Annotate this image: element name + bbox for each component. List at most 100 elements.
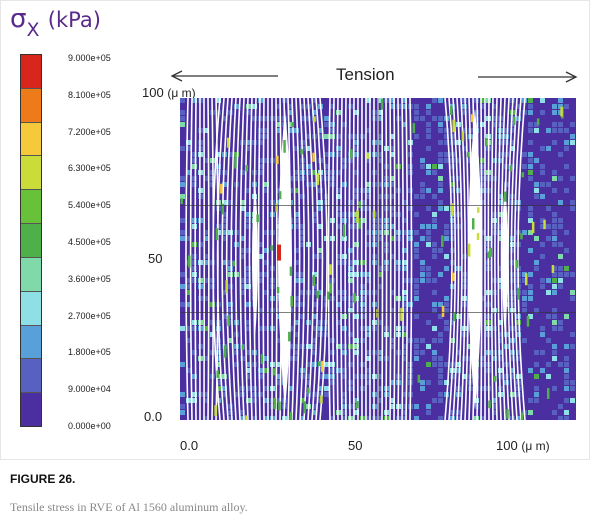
heatmap-cell (438, 164, 443, 169)
heatmap-cell (480, 416, 485, 420)
heatmap-cell (420, 164, 425, 169)
heatmap-cell (462, 374, 467, 379)
heatmap-cell (312, 410, 317, 415)
heatmap-cell (492, 356, 497, 361)
heatmap-cell (558, 272, 563, 277)
heatmap-cell (354, 374, 359, 379)
heatmap-cell (354, 338, 359, 343)
heatmap-cell (528, 176, 533, 181)
colorbar-tick-label: 2.700e+05 (68, 310, 111, 321)
heatmap-cell (456, 410, 461, 415)
stress-highlight (526, 315, 530, 327)
heatmap-cell (498, 368, 503, 373)
heatmap-cell (456, 140, 461, 145)
heatmap-cell (216, 164, 221, 169)
heatmap-cell (348, 308, 353, 313)
heatmap-cell (540, 332, 545, 337)
heatmap-cell (258, 278, 263, 283)
colorbar-band (21, 324, 41, 359)
stress-highlight (272, 368, 276, 376)
heatmap-cell (462, 128, 467, 133)
stress-highlight (273, 397, 277, 409)
stress-highlight (461, 131, 465, 142)
heatmap-cell (258, 272, 263, 277)
heatmap-cell (438, 176, 443, 181)
y-tick-50: 50 (148, 251, 163, 266)
heatmap-cell (444, 308, 449, 313)
heatmap-cell (570, 332, 575, 337)
heatmap-cell (216, 356, 221, 361)
heatmap-cell (192, 98, 197, 103)
heatmap-cell (522, 338, 527, 343)
heatmap-cell (378, 158, 383, 163)
heatmap-cell (324, 164, 329, 169)
heatmap-cell (546, 128, 551, 133)
heatmap-cell (498, 230, 503, 235)
heatmap-cell (222, 224, 227, 229)
heatmap-cell (558, 284, 563, 289)
heatmap-cell (414, 116, 419, 121)
heatmap-cell (414, 296, 419, 301)
heatmap-cell (336, 254, 341, 259)
heatmap-cell (432, 350, 437, 355)
heatmap-cell (498, 266, 503, 271)
heatmap-cell (264, 386, 269, 391)
heatmap-cell (414, 110, 419, 115)
heatmap-cell (498, 140, 503, 145)
colorbar-tick-label: 1.800e+05 (68, 347, 111, 358)
heatmap-cell (204, 254, 209, 259)
heatmap-cell (414, 314, 419, 319)
colorbar-tick-label: 6.300e+05 (68, 163, 111, 174)
stress-highlight (291, 121, 295, 128)
heatmap-cell (564, 356, 569, 361)
heatmap-cell (192, 152, 197, 157)
heatmap-cell (552, 386, 557, 391)
heatmap-cell (390, 98, 395, 103)
heatmap-cell (402, 308, 407, 313)
heatmap-cell (240, 278, 245, 283)
heatmap-cell (546, 290, 551, 295)
stress-highlight (326, 291, 330, 300)
heatmap-cell (540, 368, 545, 373)
heatmap-cell (480, 122, 485, 127)
heatmap-cell (492, 410, 497, 415)
heatmap-cell (354, 170, 359, 175)
heatmap-cell (414, 284, 419, 289)
heatmap-cell (444, 380, 449, 385)
heatmap-cell (444, 152, 449, 157)
heatmap-cell (180, 302, 185, 307)
heatmap-cell (240, 248, 245, 253)
stress-highlight (221, 203, 224, 215)
stress-highlight (520, 233, 523, 240)
heatmap-cell (516, 116, 521, 121)
heatmap-cell (408, 206, 413, 211)
heatmap-cell (546, 314, 551, 319)
heatmap-cell (420, 272, 425, 277)
heatmap-cell (336, 194, 341, 199)
heatmap-cell (432, 242, 437, 247)
heatmap-cell (366, 356, 371, 361)
striation-line (331, 98, 335, 420)
heatmap-cell (276, 104, 281, 109)
heatmap-cell (366, 242, 371, 247)
heatmap-cell (426, 230, 431, 235)
colorbar-band (21, 290, 41, 325)
heatmap-cell (438, 356, 443, 361)
heatmap-cell (312, 272, 317, 277)
heatmap-cell (408, 302, 413, 307)
heatmap-cell (528, 398, 533, 403)
heatmap-cell (354, 350, 359, 355)
stress-highlight (476, 233, 480, 240)
heatmap-cell (432, 398, 437, 403)
stress-highlight (275, 203, 278, 212)
heatmap-cell (258, 368, 263, 373)
striation-line (291, 98, 296, 420)
heatmap-cell (336, 260, 341, 265)
heatmap-cell (420, 236, 425, 241)
heatmap-cell (180, 110, 185, 115)
striation-line (352, 98, 355, 420)
right-arrow-icon (478, 71, 578, 83)
heatmap-cell (402, 302, 407, 307)
heatmap-cell (366, 128, 371, 133)
heatmap-cell (306, 362, 311, 367)
